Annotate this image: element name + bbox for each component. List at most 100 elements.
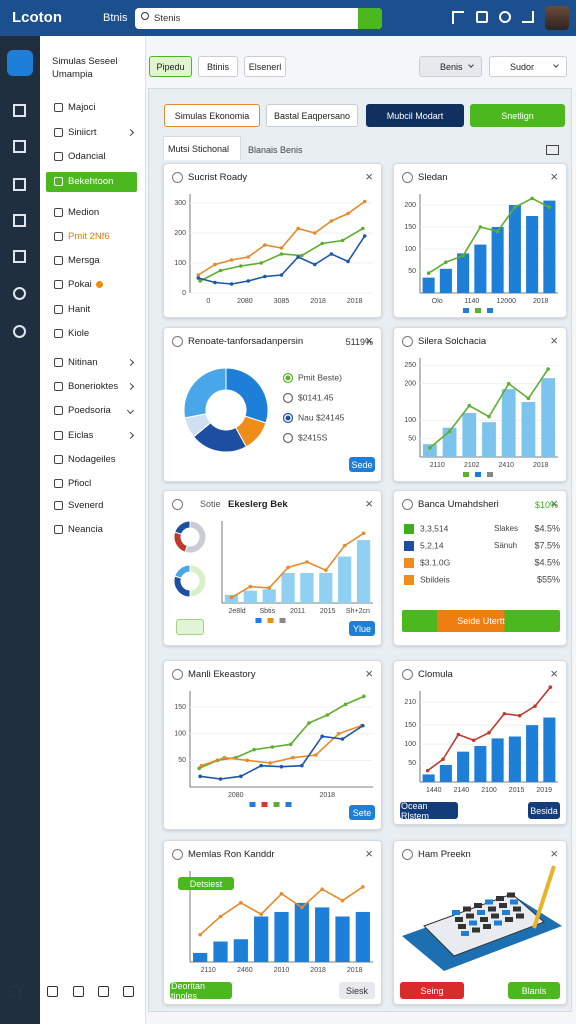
footer-icon[interactable]	[9, 986, 20, 997]
sidebar-item[interactable]: Poedsoria	[68, 405, 111, 416]
sidebar-item[interactable]: Eiclas	[68, 430, 94, 441]
sidebar-item[interactable]: Majoci	[68, 102, 96, 113]
search-text: Stenis	[154, 13, 181, 24]
close-icon[interactable]: ×	[550, 333, 558, 348]
row-value: $3.1.0G	[420, 557, 450, 567]
close-icon[interactable]: ×	[365, 496, 373, 511]
search-box[interactable]: Stenis	[135, 8, 382, 29]
rail-home[interactable]	[7, 50, 33, 76]
tab[interactable]: Snetlign	[470, 104, 565, 127]
sidebar-item[interactable]: Siniicrt	[68, 127, 97, 138]
bar	[262, 589, 276, 603]
subtab-icon[interactable]	[546, 145, 559, 155]
rail-icon[interactable]	[13, 287, 26, 300]
close-icon[interactable]: ×	[550, 846, 558, 861]
card-button[interactable]: Deoritan tinoles	[170, 981, 232, 1001]
sidebar-item[interactable]: Pfiocl	[68, 478, 92, 489]
avatar[interactable]	[545, 6, 569, 30]
rail-icon[interactable]	[13, 250, 26, 263]
sidebar-item[interactable]: Nitinan	[68, 357, 98, 368]
icon-settings[interactable]	[476, 11, 488, 23]
sidebar-item[interactable]: Odancial	[68, 151, 106, 162]
icon-bell[interactable]	[522, 11, 534, 23]
line-point	[296, 255, 300, 259]
sidebar-item[interactable]: Pmit 2Nf6	[68, 231, 110, 242]
card-icon	[402, 499, 413, 510]
close-icon[interactable]: ×	[365, 846, 373, 861]
card-icon	[402, 336, 413, 347]
progress-label[interactable]: Seide Utertt	[457, 616, 505, 626]
footer-icon[interactable]	[73, 986, 84, 997]
tab[interactable]: Simulas Ekonomia	[164, 104, 260, 127]
close-icon[interactable]: ×	[550, 666, 558, 681]
sidebar-item[interactable]: Hanit	[68, 304, 91, 315]
line-point	[279, 273, 284, 277]
header-button[interactable]: Pipedu	[149, 56, 192, 77]
line-point	[196, 273, 201, 277]
rail-icon[interactable]	[13, 104, 26, 117]
card-prefix: Sotie	[200, 499, 221, 509]
footer-icon[interactable]	[123, 986, 134, 997]
y-tick-label: 100	[404, 741, 416, 748]
sidebar-item[interactable]: Bekehtoon	[68, 176, 114, 187]
bar	[526, 216, 539, 293]
sidebar-item[interactable]: Pokai	[68, 279, 92, 290]
footer-icon[interactable]	[98, 986, 109, 997]
card-button[interactable]: Ocean Rlstem	[400, 801, 458, 821]
logo[interactable]: Lcoton	[12, 9, 62, 26]
line-point	[239, 901, 243, 905]
rail-icon[interactable]	[13, 178, 26, 191]
sidebar-item[interactable]: Bonerioktes	[68, 381, 119, 392]
close-icon[interactable]: ×	[365, 666, 373, 681]
close-icon[interactable]: ×	[365, 333, 373, 348]
header-button[interactable]: Elsenerl	[244, 56, 286, 77]
card: Silera Solchacia × 50 100 200 250 2110 2102 2410…	[393, 327, 567, 482]
close-icon[interactable]: ×	[550, 496, 558, 511]
card-badge: $10%	[534, 500, 558, 510]
tab[interactable]: Mubcil Modart	[366, 104, 464, 127]
rail-icon[interactable]	[13, 214, 26, 227]
card-title: Memlas Ron Kanddr	[188, 849, 275, 860]
line-point	[296, 226, 300, 231]
card-button[interactable]: Siesk	[339, 982, 375, 999]
icon-chat[interactable]	[499, 11, 511, 23]
line-point	[444, 260, 448, 264]
card-button[interactable]: Blanis	[508, 982, 560, 999]
icon-music[interactable]	[452, 11, 464, 24]
card-button[interactable]: Ylue	[349, 621, 375, 636]
card-button[interactable]: Sede	[349, 457, 375, 472]
sidebar-item[interactable]: Mersga	[68, 255, 100, 266]
line-point	[307, 721, 311, 725]
subtab[interactable]: Mutsi Stichonal	[168, 144, 230, 154]
x-tick-label: Olo	[432, 298, 443, 305]
nav-link[interactable]: Btnis	[103, 12, 128, 24]
line-point	[213, 262, 217, 267]
bar	[422, 277, 435, 293]
bar	[526, 725, 539, 782]
tab[interactable]: Bastal Eaqpersano	[266, 104, 358, 127]
ghost-button[interactable]	[176, 619, 204, 635]
subtab[interactable]: Blanais Benis	[248, 145, 303, 155]
tag[interactable]: Detsiest	[178, 877, 234, 890]
card-button[interactable]: Seing	[400, 982, 464, 999]
sidebar-item[interactable]: Svenerd	[68, 500, 104, 511]
dropdown[interactable]: Sudor	[489, 56, 567, 77]
dropdown[interactable]: Benis	[419, 56, 482, 77]
card-button[interactable]: Sete	[349, 805, 375, 820]
header-button[interactable]: Btinis	[198, 56, 238, 77]
subtab-active[interactable]	[163, 136, 241, 160]
search-button[interactable]	[358, 8, 382, 29]
close-icon[interactable]: ×	[550, 169, 558, 184]
sidebar-item[interactable]: Nodageiles	[68, 454, 116, 465]
footer-icon[interactable]	[47, 986, 58, 997]
close-icon[interactable]: ×	[365, 169, 373, 184]
sidebar-item[interactable]: Neancia	[68, 524, 103, 535]
sidebar-item[interactable]: Kiole	[68, 328, 90, 339]
rail-icon[interactable]	[13, 325, 26, 338]
dropdown-caret	[468, 62, 474, 68]
line-point	[513, 205, 517, 209]
rail-icon[interactable]	[13, 140, 26, 153]
line-point	[268, 761, 272, 765]
sidebar-item[interactable]: Medion	[68, 207, 100, 218]
card-button[interactable]: Besida	[528, 802, 560, 819]
